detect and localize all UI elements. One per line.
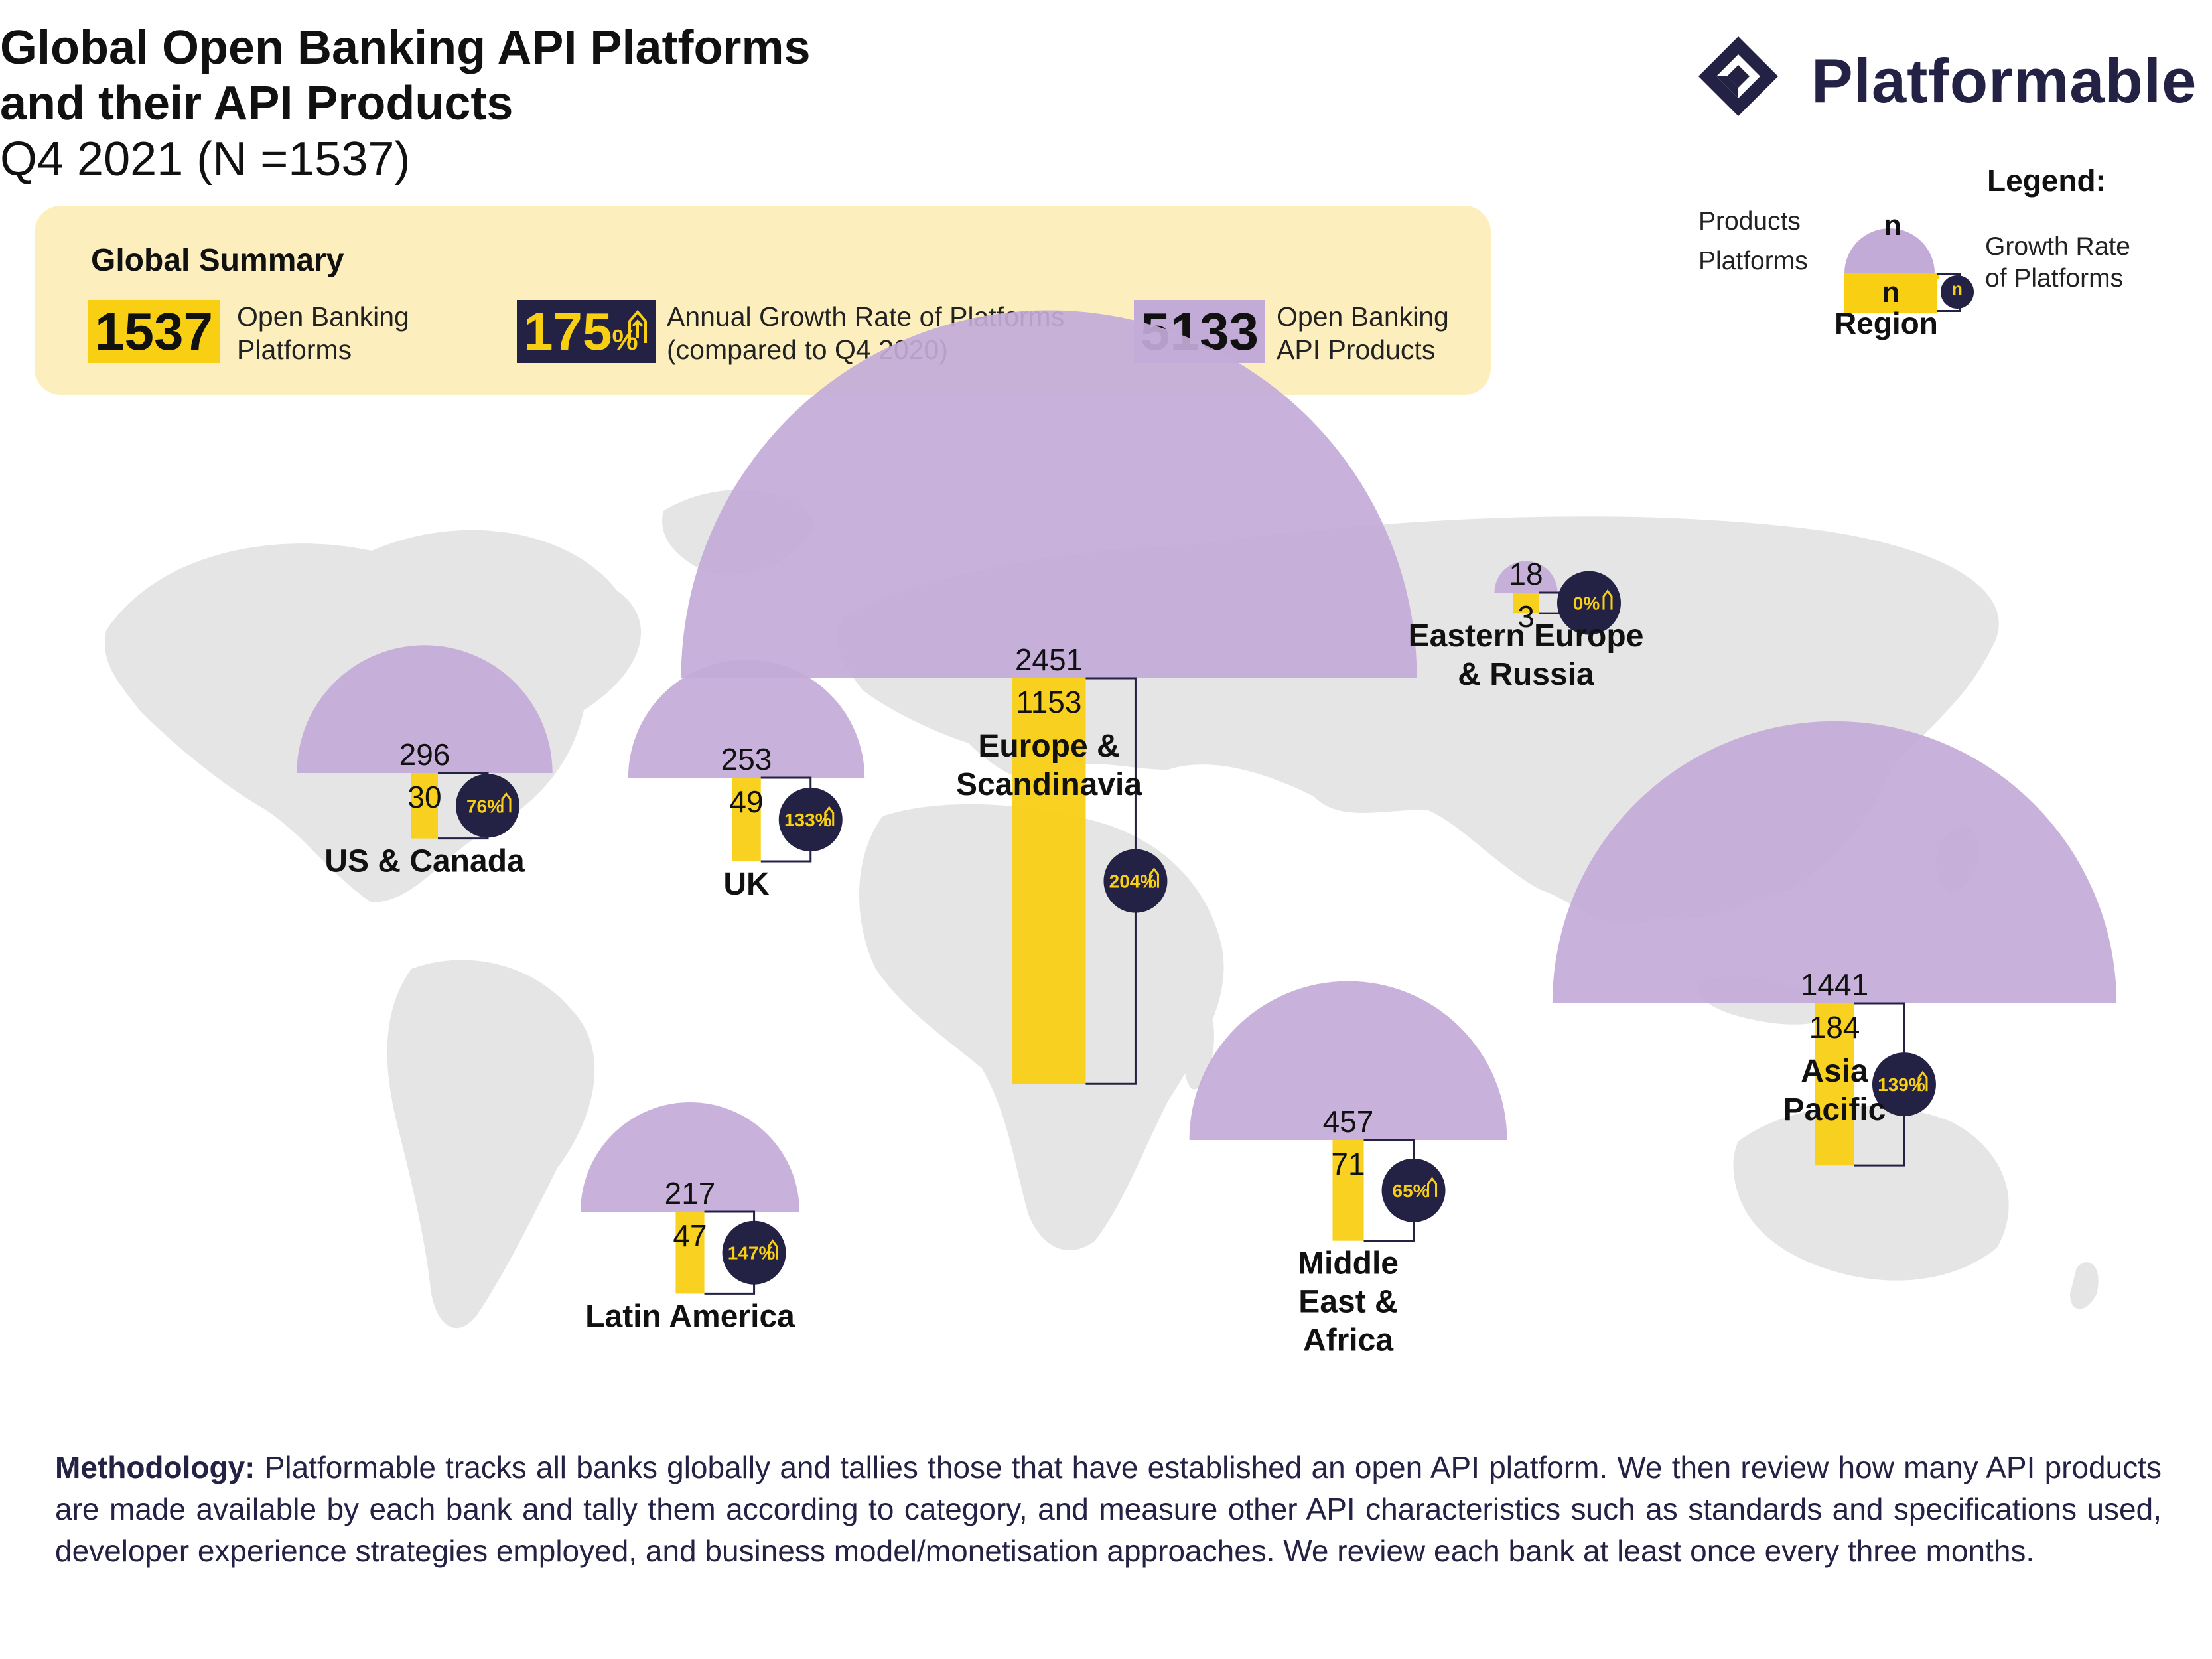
growth-label-asia-pacific: 139%: [1878, 1074, 1925, 1095]
methodology-label: Methodology:: [55, 1450, 255, 1484]
legend-products-label: Products: [1698, 207, 1801, 236]
legend-growth-label: Growth Rate of Platforms: [1985, 231, 2130, 295]
growth-arrow-icon-eastern-europe-russia: [1602, 589, 1613, 610]
products-semicircle-europe-scandinavia: [681, 310, 1417, 679]
products-value-us-canada: 296: [399, 737, 450, 772]
legend-growth-n: n: [1952, 279, 1963, 299]
products-value-asia-pacific: 1441: [1801, 968, 1868, 1002]
title-line-2: and their API Products: [0, 77, 514, 130]
products-total-label: Open Banking API Products: [1277, 300, 1449, 366]
products-semicircle-us-canada: [297, 645, 553, 773]
growth-arrow-icon: [628, 309, 647, 343]
chart-title: Global Open Banking API Platforms and th…: [0, 20, 811, 131]
platforms-bar-us-canada: [411, 773, 438, 839]
products-semicircle-latin-america: [581, 1102, 799, 1212]
growth-circle-uk: [778, 788, 843, 851]
legend-platforms-n: n: [1882, 276, 1900, 309]
legend-platform-box: [1844, 273, 1937, 313]
platformable-logo: Platformable: [1695, 27, 2199, 126]
title-line-1: Global Open Banking API Platforms: [0, 21, 811, 74]
platforms-value-europe-scandinavia: 1153: [1016, 685, 1082, 719]
legend-growth-line-2: of Platforms: [1985, 264, 2124, 293]
platforms-bar-middle-east-africa: [1332, 1140, 1364, 1241]
region-name-europe-scandinavia-0: Europe &: [978, 729, 1119, 764]
products-semicircle-asia-pacific: [1552, 721, 2117, 1003]
region-name-middle-east-africa-2: Africa: [1303, 1323, 1393, 1358]
platforms-value-uk: 49: [729, 784, 763, 819]
legend-products-n: n: [1884, 209, 1901, 242]
platforms-label-line-2: Platforms: [237, 334, 352, 365]
platforms-bar-latin-america: [675, 1212, 705, 1294]
growth-circle-europe-scandinavia: [1103, 849, 1168, 913]
growth-arrow-icon-middle-east-africa: [1427, 1177, 1438, 1197]
products-label-line-2: API Products: [1277, 334, 1436, 365]
growth-arrow-icon-asia-pacific: [1917, 1070, 1928, 1092]
growth-total-number: 175: [523, 302, 612, 361]
legend-growth-line-1: Growth Rate: [1985, 232, 2130, 261]
region-name-eastern-europe-russia-0: Eastern Europe: [1409, 618, 1644, 654]
products-value-middle-east-africa: 457: [1323, 1104, 1374, 1139]
platforms-value-middle-east-africa: 71: [1331, 1147, 1365, 1181]
platforms-value-us-canada: 30: [407, 780, 441, 814]
region-name-middle-east-africa-0: Middle: [1298, 1246, 1399, 1281]
platforms-value-latin-america: 47: [673, 1218, 707, 1253]
products-label-line-1: Open Banking: [1277, 301, 1449, 332]
growth-circle-us-canada: [456, 774, 519, 838]
legend-title: Legend:: [1987, 163, 2106, 198]
platforms-bar-europe-scandinavia: [1012, 678, 1086, 1084]
products-value-latin-america: 217: [665, 1176, 716, 1210]
growth-arrow-icon-latin-america: [768, 1239, 778, 1260]
region-name-asia-pacific-0: Asia: [1801, 1054, 1868, 1089]
growth-label-latin-america: 147%: [728, 1243, 776, 1263]
platforms-value-eastern-europe-russia: 3: [1517, 599, 1535, 634]
products-value-europe-scandinavia: 2451: [1015, 642, 1083, 677]
growth-arrow-icon-europe-scandinavia: [1148, 867, 1159, 888]
growth-label-eastern-europe-russia: 0%: [1573, 593, 1600, 614]
legend-region-label: Region: [1834, 306, 1938, 340]
region-name-uk-0: UK: [723, 867, 770, 902]
growth-arrow-icon-uk: [824, 806, 835, 826]
growth-total-unit: %: [612, 324, 638, 356]
growth-label-us-canada: 76%: [466, 796, 504, 816]
growth-label-europe-scandinavia: 204%: [1109, 871, 1157, 892]
growth-circle-middle-east-africa: [1381, 1158, 1446, 1222]
growth-circle-asia-pacific: [1872, 1052, 1936, 1117]
diamond-logo-icon: [1698, 36, 1778, 116]
platforms-label-line-1: Open Banking: [237, 301, 409, 332]
methodology-text: Methodology: Platformable tracks all ban…: [55, 1447, 2162, 1572]
platforms-bar-uk: [732, 778, 761, 861]
platforms-total-value: 1537: [88, 300, 220, 363]
region-name-us-canada-0: US & Canada: [324, 844, 525, 879]
legend-platforms-label: Platforms: [1698, 247, 1808, 275]
platforms-total-label: Open Banking Platforms: [237, 300, 409, 366]
growth-circle-eastern-europe-russia: [1557, 571, 1621, 635]
region-name-latin-america-0: Latin America: [585, 1299, 795, 1334]
products-value-uk: 253: [721, 742, 772, 776]
growth-arrow-icon-us-canada: [501, 792, 512, 813]
products-semicircle-uk: [628, 659, 865, 778]
growth-label-middle-east-africa: 65%: [1393, 1181, 1430, 1201]
platforms-bar-eastern-europe-russia: [1513, 593, 1539, 614]
products-value-eastern-europe-russia: 18: [1509, 557, 1543, 591]
products-semicircle-middle-east-africa: [1189, 981, 1507, 1140]
platforms-bar-asia-pacific: [1815, 1003, 1854, 1166]
region-name-asia-pacific-1: Pacific: [1783, 1092, 1886, 1127]
region-name-europe-scandinavia-1: Scandinavia: [956, 767, 1142, 802]
products-semicircle-eastern-europe-russia: [1494, 561, 1558, 593]
growth-total-value: 175%: [517, 300, 656, 363]
chart-subtitle: Q4 2021 (N =1537): [0, 133, 411, 186]
region-name-eastern-europe-russia-1: & Russia: [1458, 657, 1594, 692]
region-name-middle-east-africa-1: East &: [1298, 1285, 1397, 1320]
growth-label-uk: 133%: [784, 810, 832, 830]
platforms-value-asia-pacific: 184: [1809, 1010, 1860, 1045]
methodology-body: Platformable tracks all banks globally a…: [55, 1450, 2162, 1568]
logo-text: Platformable: [1811, 46, 2197, 115]
legend-product-semicircle: [1844, 228, 1935, 273]
growth-circle-latin-america: [722, 1220, 786, 1285]
legend-growth-circle: [1941, 275, 1974, 309]
legend: Legend: Products Platforms n n n Growth …: [1685, 156, 2189, 355]
summary-title: Global Summary: [91, 243, 344, 278]
